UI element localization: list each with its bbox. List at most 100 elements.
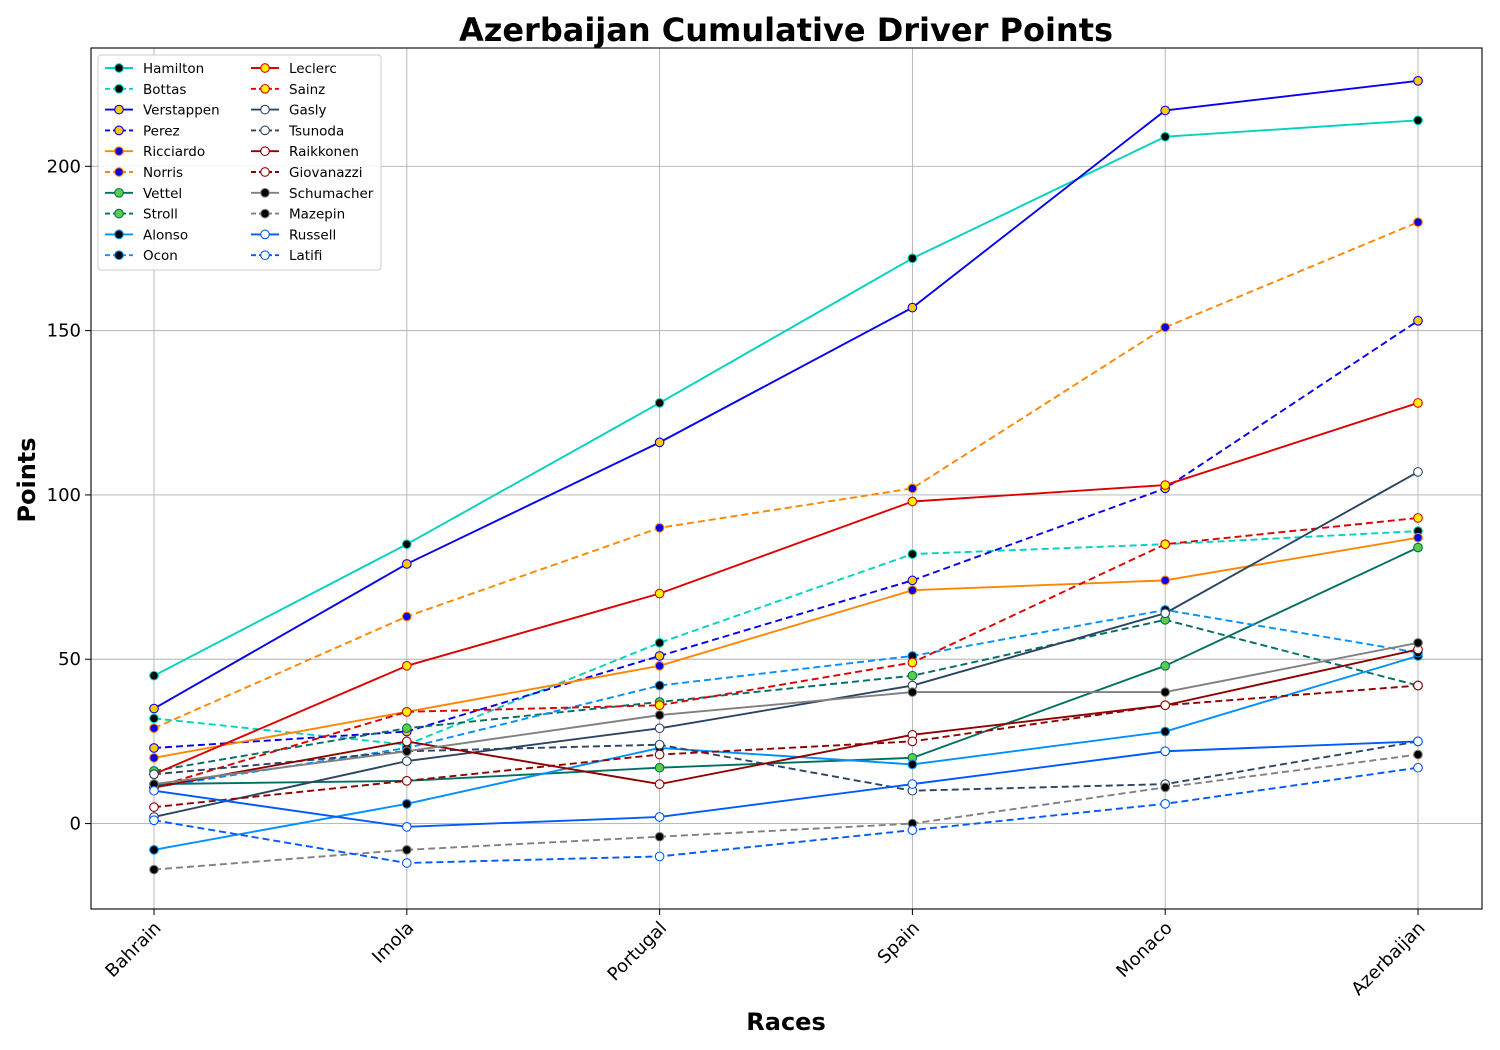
data-point-ricciardo — [149, 752, 159, 763]
data-point-vettel — [1413, 542, 1423, 553]
x-tick-label: Imola — [368, 918, 418, 968]
legend-marker-ocon — [114, 250, 124, 261]
data-point-latifi — [654, 851, 665, 862]
data-point-tsunoda — [149, 769, 159, 780]
data-point-leclerc — [1160, 480, 1171, 490]
data-point-mazepin — [149, 864, 159, 875]
data-point-gasly — [1160, 608, 1171, 619]
data-point-russell — [1160, 746, 1171, 757]
data-point-leclerc — [401, 660, 412, 671]
data-point-raikkonen — [654, 779, 665, 789]
data-point-ocon — [654, 680, 665, 691]
data-point-hamilton — [654, 398, 665, 408]
data-point-sainz — [1160, 539, 1171, 550]
legend-marker-bottas — [114, 83, 124, 94]
legend-label-bottas: Bottas — [143, 82, 186, 98]
legend-marker-verstappen — [114, 104, 124, 115]
data-point-sainz — [1413, 513, 1423, 523]
legend-label-gasly: Gasly — [289, 103, 327, 119]
legend-label-leclerc: Leclerc — [289, 61, 337, 77]
data-point-hamilton — [401, 539, 412, 550]
data-point-giovanazzi — [1413, 680, 1423, 691]
data-point-norris — [1160, 322, 1171, 333]
data-point-ricciardo — [1413, 532, 1423, 543]
y-tick-label: 100 — [47, 485, 81, 506]
legend-marker-latifi — [260, 250, 270, 261]
series-line-perez — [153, 319, 1419, 749]
data-point-giovanazzi — [149, 802, 159, 812]
series-line-gasly — [153, 471, 1419, 818]
plot-frame — [90, 47, 1483, 910]
series-line-latifi — [153, 766, 1419, 864]
series-line-hamilton — [153, 119, 1419, 677]
legend-marker-schumacher — [260, 187, 270, 198]
legend-marker-ricciardo — [114, 146, 124, 157]
data-point-perez — [1413, 315, 1423, 326]
data-point-schumacher — [1160, 687, 1171, 697]
series-line-sainz — [153, 516, 1419, 789]
legend-marker-vettel — [114, 187, 124, 198]
data-point-norris — [907, 483, 918, 494]
legend-marker-perez — [114, 125, 124, 136]
legend-marker-gasly — [260, 104, 270, 115]
series-line-stroll — [153, 618, 1419, 772]
legend-label-mazepin: Mazepin — [289, 207, 345, 223]
y-tick-label: 150 — [47, 321, 81, 342]
data-point-norris — [654, 522, 665, 533]
data-point-verstappen — [654, 437, 665, 448]
data-point-gasly — [654, 723, 665, 734]
legend-label-giovanazzi: Giovanazzi — [289, 165, 363, 181]
data-point-raikkonen — [401, 736, 412, 747]
data-point-latifi — [149, 815, 159, 826]
data-point-tsunoda — [654, 739, 665, 750]
legend-marker-giovanazzi — [260, 167, 270, 177]
series-layer — [149, 76, 1423, 875]
data-point-schumacher — [907, 687, 918, 697]
data-point-gasly — [1413, 467, 1423, 477]
legend-label-alonso: Alonso — [143, 227, 188, 243]
y-tick-label: 50 — [58, 649, 81, 670]
data-point-giovanazzi — [1160, 700, 1171, 711]
legend-marker-russell — [260, 229, 270, 240]
x-tick-label: Azerbaijan — [1347, 918, 1429, 1000]
data-point-hamilton — [1413, 115, 1423, 126]
legend-marker-stroll — [114, 208, 124, 219]
legend: Hamilton Bottas Verstappen Perez Ricciardo No… — [97, 54, 382, 271]
data-point-latifi — [1160, 798, 1171, 809]
legend-label-ricciardo: Ricciardo — [143, 144, 205, 160]
data-point-verstappen — [401, 559, 412, 569]
x-tick-label: Monaco — [1112, 918, 1176, 982]
chart-title: Azerbaijan Cumulative Driver Points — [459, 11, 1113, 49]
legend-label-vettel: Vettel — [143, 186, 182, 202]
series-line-mazepin — [153, 753, 1419, 871]
data-point-stroll — [907, 670, 918, 681]
data-point-norris — [1413, 217, 1423, 228]
data-point-ricciardo — [654, 660, 665, 671]
data-point-norris — [149, 723, 159, 734]
y-tick-label: 0 — [70, 814, 81, 835]
legend-label-tsunoda: Tsunoda — [288, 123, 344, 139]
data-point-bottas — [907, 549, 918, 559]
legend-label-russell: Russell — [289, 227, 336, 243]
data-point-ricciardo — [907, 585, 918, 596]
data-point-alonso — [149, 844, 159, 855]
legend-label-schumacher: Schumacher — [289, 186, 374, 202]
data-point-giovanazzi — [907, 736, 918, 747]
data-point-giovanazzi — [401, 775, 412, 786]
data-point-verstappen — [1160, 105, 1171, 116]
series-line-norris — [153, 221, 1419, 730]
data-point-russell — [149, 785, 159, 796]
x-tick-label: Bahrain — [101, 918, 165, 982]
legend-marker-norris — [114, 167, 124, 177]
data-point-russell — [907, 779, 918, 789]
legend-label-perez: Perez — [143, 123, 180, 139]
data-point-sainz — [401, 706, 412, 717]
data-point-sainz — [654, 700, 665, 711]
data-point-ricciardo — [1160, 575, 1171, 586]
data-point-mazepin — [654, 831, 665, 842]
data-point-leclerc — [1413, 398, 1423, 408]
series-line-russell — [153, 740, 1419, 828]
series-line-alonso — [153, 655, 1419, 851]
legend-marker-raikkonen — [260, 146, 270, 157]
series-line-raikkonen — [153, 648, 1419, 789]
